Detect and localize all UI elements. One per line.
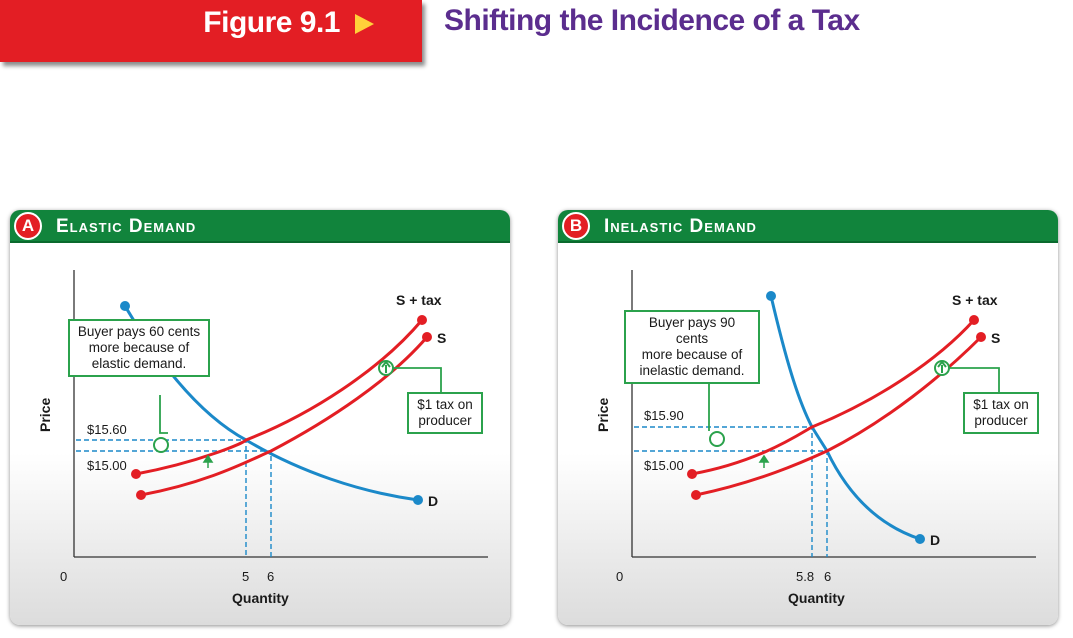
panel-badge: A xyxy=(14,212,42,240)
buyer-callout-marker-icon xyxy=(153,437,169,453)
panel-header xyxy=(558,210,1058,242)
x-axis-label: Quantity xyxy=(232,590,289,606)
supply-curve-end-dot xyxy=(422,332,432,342)
supply-tax-curve xyxy=(691,318,976,476)
supply-tax-curve-end-dot xyxy=(969,315,979,325)
origin-label: 0 xyxy=(616,569,623,584)
shift-up-arrow-icon xyxy=(202,454,214,468)
panel-title: Inelastic Demand xyxy=(604,216,757,237)
demand-curve xyxy=(769,295,921,541)
panel-elastic-demand: A Elastic Demand $15.60 $15.00 0 5 xyxy=(10,210,510,625)
tax-on-producer-callout: $1 tax on producer xyxy=(407,392,483,434)
panel-header xyxy=(10,210,510,242)
supply-curve-end-dot xyxy=(976,332,986,342)
tax-shift-arrow-icon xyxy=(937,360,947,373)
supply-tax-curve xyxy=(135,319,424,476)
elastic-demand-chart: $15.60 $15.00 0 5 6 Quantity Price S + t… xyxy=(37,270,488,606)
d-label: D xyxy=(428,493,438,509)
x-tick-low: 5 xyxy=(242,569,249,584)
x-tick-high: 6 xyxy=(267,569,274,584)
play-arrow-icon xyxy=(355,14,374,34)
price-low-label: $15.00 xyxy=(644,458,684,473)
origin-label: 0 xyxy=(60,569,67,584)
d-label: D xyxy=(930,532,940,548)
tax-callout-connector xyxy=(393,367,442,392)
figure-banner: Figure 9.1 xyxy=(0,0,422,62)
supply-tax-curve-start-dot xyxy=(687,469,697,479)
demand-curve-start-dot xyxy=(120,301,130,311)
price-low-label: $15.00 xyxy=(87,458,127,473)
x-tick-high: 6 xyxy=(824,569,831,584)
s-tax-label: S + tax xyxy=(396,292,442,308)
buyer-pays-callout: Buyer pays 90 cents more because of inel… xyxy=(624,310,760,384)
y-axis-label: Price xyxy=(595,398,611,432)
y-axis-label: Price xyxy=(37,398,53,432)
price-high-label: $15.90 xyxy=(644,408,684,423)
buyer-callout-marker-icon xyxy=(709,431,725,447)
supply-tax-curve-end-dot xyxy=(417,315,427,325)
figure-label: Figure 9.1 xyxy=(203,6,340,39)
s-label: S xyxy=(437,330,446,346)
demand-curve-end-dot xyxy=(413,495,423,505)
tax-on-producer-callout: $1 tax on producer xyxy=(963,392,1039,434)
s-label: S xyxy=(991,330,1000,346)
demand-curve-end-dot xyxy=(915,534,925,544)
x-axis-label: Quantity xyxy=(788,590,845,606)
inelastic-demand-chart: $15.90 $15.00 0 5.8 6 Quantity Price S +… xyxy=(595,270,1036,606)
buyer-pays-callout: Buyer pays 60 cents more because of elas… xyxy=(68,319,210,377)
price-high-guide xyxy=(634,426,813,557)
panel-inelastic-demand: B Inelastic Demand $15.90 $15.00 0 5 xyxy=(558,210,1058,625)
panel-title: Elastic Demand xyxy=(56,216,197,237)
tax-callout-connector xyxy=(949,367,1000,392)
shift-up-arrow-icon xyxy=(758,454,770,468)
buyer-callout-connector xyxy=(159,395,168,434)
supply-tax-curve-start-dot xyxy=(131,469,141,479)
supply-curve-start-dot xyxy=(691,490,701,500)
chart-area xyxy=(558,243,1058,625)
demand-curve-start-dot xyxy=(766,291,776,301)
panel-badge: B xyxy=(562,212,590,240)
s-tax-label: S + tax xyxy=(952,292,998,308)
figure-title: Shifting the Incidence of a Tax xyxy=(444,4,860,37)
x-tick-low: 5.8 xyxy=(796,569,814,584)
tax-shift-arrow-icon xyxy=(381,360,391,373)
price-high-label: $15.60 xyxy=(87,422,127,437)
supply-curve-start-dot xyxy=(136,490,146,500)
